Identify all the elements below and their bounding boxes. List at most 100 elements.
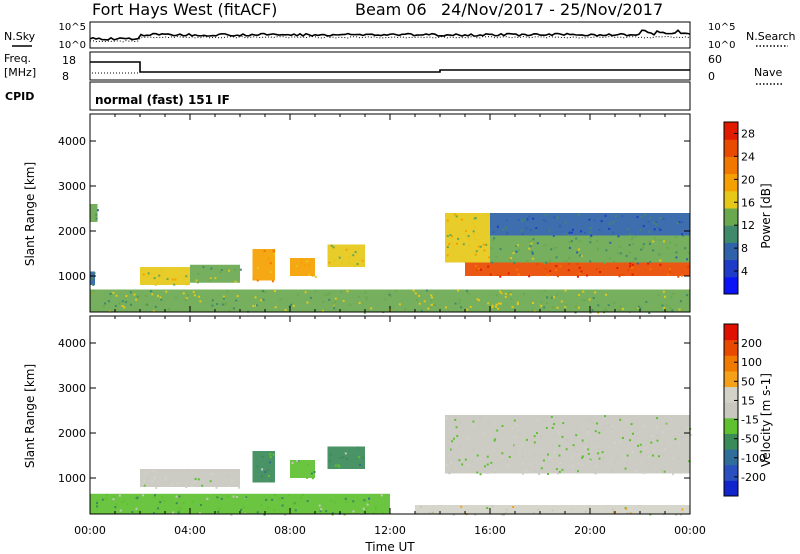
data-pixel — [512, 506, 515, 509]
colorbar-tick-label: 8 — [741, 242, 748, 255]
data-pixel — [163, 499, 166, 502]
data-pixel — [608, 425, 611, 428]
data-pixel — [493, 237, 496, 240]
data-pixel — [382, 511, 385, 514]
data-pixel — [339, 290, 342, 293]
data-pixel — [626, 462, 629, 465]
data-pixel — [642, 246, 645, 249]
data-pixel — [362, 507, 365, 510]
data-pixel — [516, 301, 519, 304]
data-pixel — [178, 509, 181, 512]
data-pixel — [356, 446, 359, 449]
data-pixel — [680, 274, 683, 277]
data-pixel — [482, 243, 485, 246]
data-pixel — [114, 305, 117, 308]
cpid-label: CPID — [5, 90, 34, 103]
data-pixel — [175, 502, 178, 505]
data-pixel — [536, 242, 539, 245]
data-pixel — [159, 501, 162, 504]
data-pixel — [558, 444, 561, 447]
data-pixel — [536, 419, 539, 422]
data-pixel — [174, 278, 177, 281]
data-pixel — [581, 439, 584, 442]
data-pixel — [144, 294, 147, 297]
data-pixel — [271, 498, 274, 501]
time-axis-label: Time UT — [364, 540, 415, 554]
data-pixel — [607, 304, 610, 307]
data-pixel — [223, 303, 226, 306]
data-pixel — [611, 470, 614, 473]
data-pixel — [199, 504, 202, 507]
data-pixel — [119, 509, 122, 512]
data-pixel — [506, 231, 509, 234]
data-pixel — [598, 457, 601, 460]
data-pixel — [328, 460, 331, 463]
data-pixel — [599, 271, 602, 274]
data-pixel — [545, 261, 548, 264]
data-pixel — [666, 310, 669, 313]
data-pixel — [480, 417, 483, 420]
data-pixel — [352, 254, 355, 257]
data-pixel — [509, 291, 512, 294]
data-pixel — [617, 456, 620, 459]
data-pixel — [476, 298, 479, 301]
data-pixel — [458, 446, 461, 449]
data-pixel — [612, 231, 615, 234]
data-pixel — [151, 293, 154, 296]
data-pixel — [145, 471, 148, 474]
data-pixel — [613, 260, 616, 263]
data-pixel — [505, 219, 508, 222]
data-pixel — [161, 496, 164, 499]
freq-tick-top: 18 — [62, 54, 76, 67]
data-pixel — [467, 235, 470, 238]
data-pixel — [494, 469, 497, 472]
data-pixel — [550, 248, 553, 251]
data-pixel — [553, 451, 556, 454]
data-pixel — [637, 444, 640, 447]
data-pixel — [679, 300, 682, 303]
data-pixel — [686, 294, 689, 297]
freq-tick-bottom: 8 — [62, 70, 69, 83]
y-tick-label: 2000 — [58, 427, 86, 440]
data-pixel — [509, 293, 512, 296]
data-pixel — [239, 268, 242, 271]
time-tick-label: 12:00 — [374, 524, 406, 537]
data-pixel — [186, 294, 189, 297]
freq-strip: Freq. [MHz] 18 8 60 0 Nave — [4, 51, 782, 85]
data-pixel — [155, 486, 158, 489]
data-pixel — [472, 233, 475, 236]
data-pixel — [146, 303, 149, 306]
data-pixel — [626, 228, 629, 231]
data-pixel — [672, 473, 675, 476]
data-pixel — [448, 437, 451, 440]
data-pixel — [662, 290, 665, 293]
nsky-trace — [89, 29, 691, 41]
data-pixel — [418, 294, 421, 297]
data-pixel — [90, 278, 93, 281]
data-pixel — [646, 454, 649, 457]
data-pixel — [565, 232, 568, 235]
data-pixel — [182, 502, 185, 505]
data-pixel — [525, 470, 528, 473]
data-pixel — [636, 216, 639, 219]
data-pixel — [136, 496, 139, 499]
data-pixel — [354, 251, 357, 254]
data-pixel — [494, 421, 497, 424]
data-pixel — [487, 265, 490, 268]
data-pixel — [334, 300, 337, 303]
data-pixel — [681, 508, 684, 511]
data-pixel — [420, 310, 423, 313]
data-pixel — [509, 259, 512, 262]
data-pixel — [142, 483, 145, 486]
data-pixel — [95, 215, 98, 218]
data-pixel — [607, 433, 610, 436]
data-pixel — [675, 513, 678, 516]
data-pixel — [222, 295, 225, 298]
data-pixel — [680, 426, 683, 429]
data-pixel — [281, 504, 284, 507]
data-pixel — [331, 513, 334, 516]
data-pixel — [661, 304, 664, 307]
data-pixel — [589, 260, 592, 263]
power-ylabel: Slant Range [km] — [23, 162, 37, 266]
data-pixel — [598, 228, 601, 231]
